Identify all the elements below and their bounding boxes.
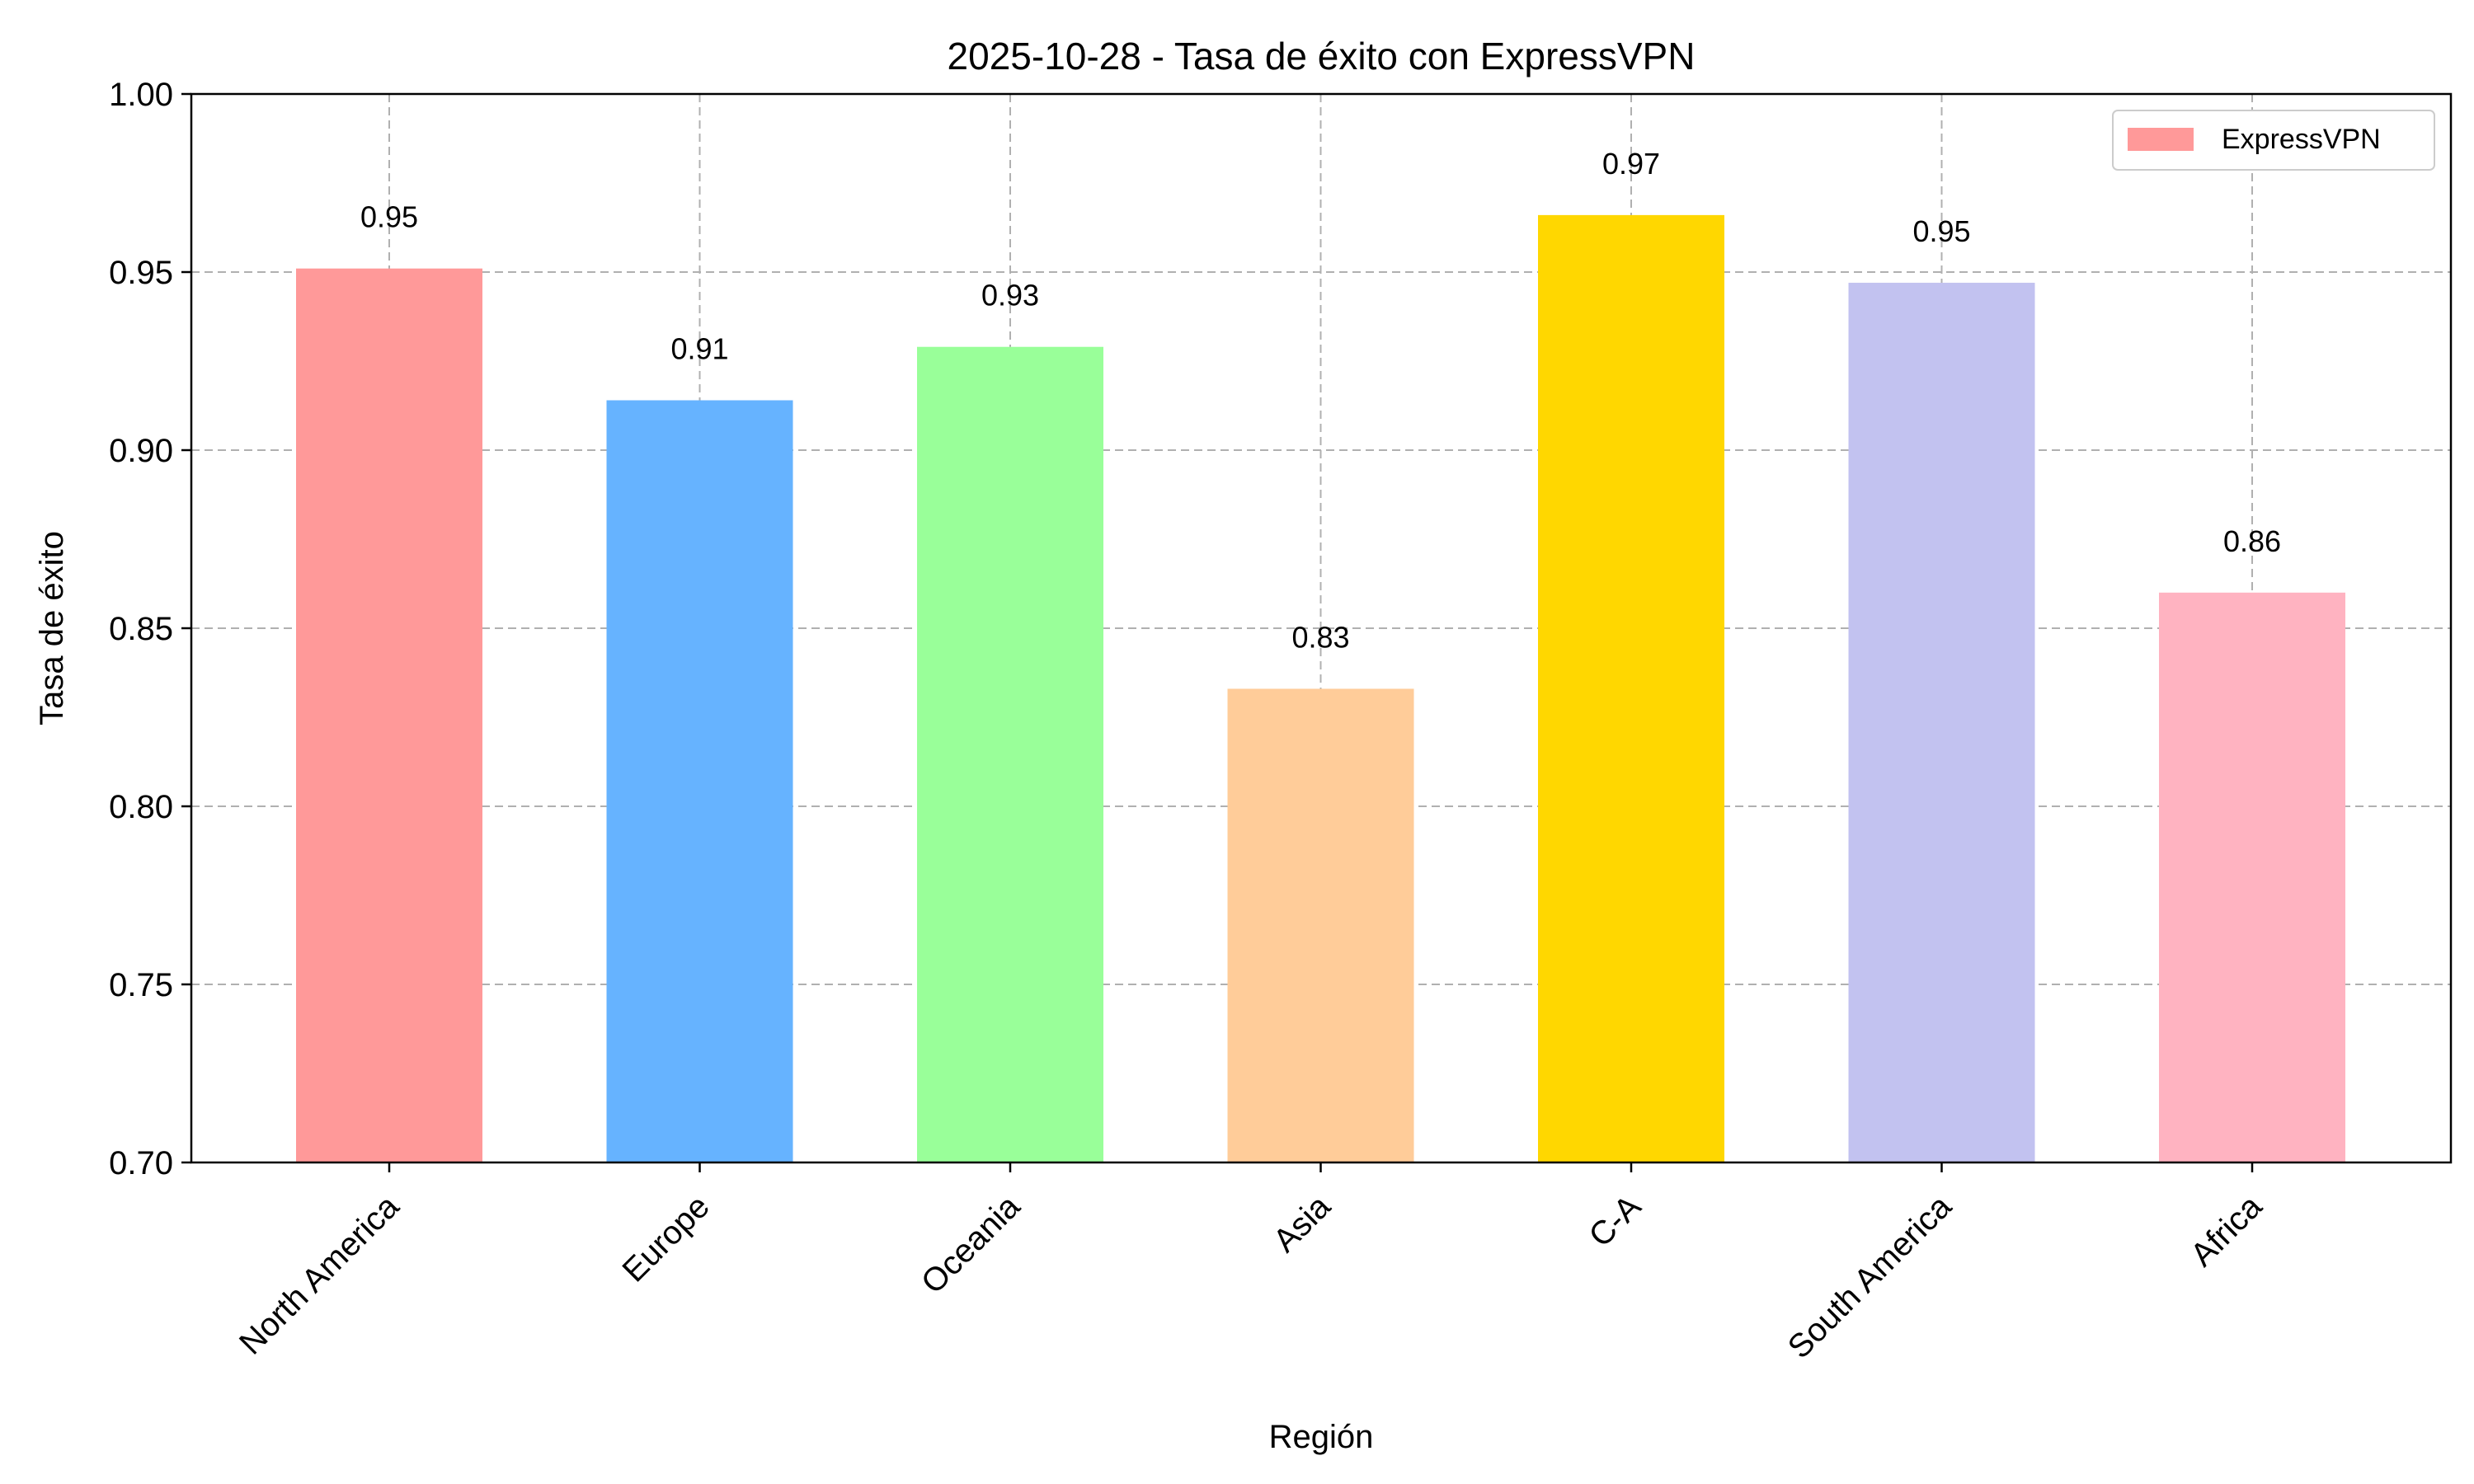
x-tick-label: Oceania (915, 1188, 1028, 1301)
x-tick-label: C-A (1583, 1188, 1649, 1254)
x-tick-label: South America (1781, 1188, 1959, 1366)
chart-title: 2025-10-28 - Tasa de éxito con ExpressVP… (948, 35, 1696, 77)
bar-europe (606, 400, 793, 1162)
x-tick-label: Asia (1267, 1188, 1338, 1260)
bar-value-label: 0.86 (2223, 524, 2281, 558)
y-tick-label: 1.00 (109, 77, 173, 113)
y-tick-label: 0.90 (109, 433, 173, 469)
y-tick-label: 0.80 (109, 789, 173, 825)
bar-value-label: 0.83 (1291, 620, 1349, 654)
bar-oceania (917, 346, 1103, 1163)
bar-c-a (1538, 214, 1724, 1162)
bars-layer (296, 214, 2345, 1163)
y-tick-label: 0.85 (109, 611, 173, 647)
x-tick-label: Africa (2184, 1188, 2269, 1274)
bar-value-label: 0.91 (670, 332, 728, 366)
bar-value-label: 0.93 (981, 279, 1039, 312)
legend-box (2112, 110, 2435, 171)
bar-value-label: 0.95 (1912, 214, 1970, 248)
legend: ExpressVPN (2112, 110, 2435, 171)
y-axis-label: Tasa de éxito (34, 531, 70, 726)
bar-south-america (1848, 282, 2035, 1163)
x-tick-label: North America (233, 1188, 407, 1362)
legend-entry-expressvpn: ExpressVPN (2222, 124, 2381, 155)
x-tick-label: Europe (616, 1188, 717, 1289)
value-labels-layer: 0.95 0.91 0.93 0.83 0.97 0.95 0.86 (360, 147, 2281, 655)
bar-africa (2159, 592, 2345, 1162)
legend-swatch (2128, 128, 2194, 151)
bar-value-label: 0.95 (360, 200, 418, 234)
y-tick-label: 0.95 (109, 255, 173, 291)
y-tick-label: 0.70 (109, 1145, 173, 1181)
bar-value-label: 0.97 (1602, 147, 1660, 181)
bar-asia (1227, 688, 1414, 1162)
y-tick-label: 0.75 (109, 967, 173, 1003)
x-axis-label: Región (1269, 1419, 1374, 1455)
bar-north-america (296, 268, 482, 1163)
